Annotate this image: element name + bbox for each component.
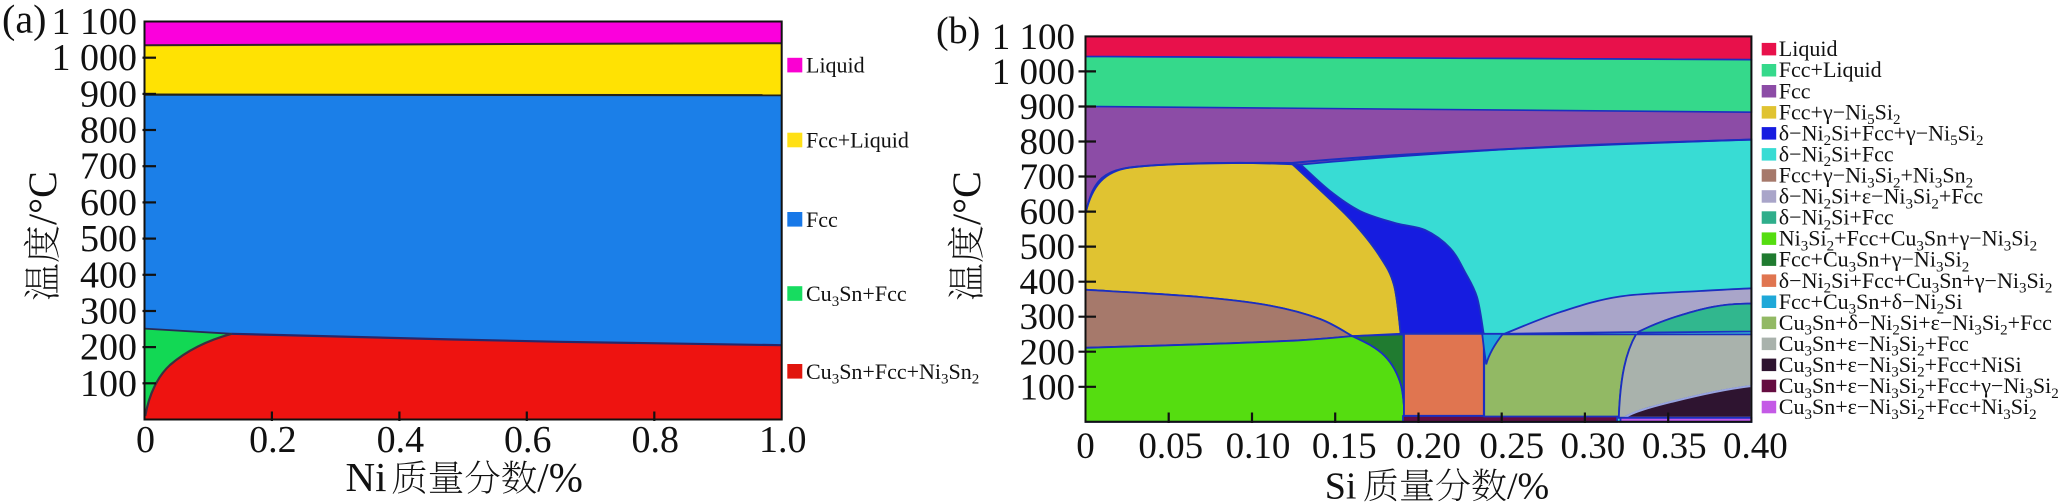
svg-text:/°C: /°C — [20, 171, 65, 225]
svg-text:/%: /% — [1507, 466, 1549, 504]
svg-text:400: 400 — [80, 254, 137, 296]
svg-text:0.4: 0.4 — [377, 419, 425, 461]
svg-text:0.10: 0.10 — [1226, 426, 1291, 467]
svg-text:Ni: Ni — [346, 454, 387, 500]
svg-text:700: 700 — [1020, 157, 1076, 198]
svg-text:100: 100 — [1020, 367, 1076, 408]
svg-text:0.6: 0.6 — [504, 419, 552, 461]
svg-text:1 100: 1 100 — [52, 1, 138, 43]
svg-text:600: 600 — [80, 182, 137, 224]
svg-text:0: 0 — [136, 419, 155, 461]
svg-text:Liquid: Liquid — [806, 53, 865, 78]
svg-text:Ni3​Si2​+Fcc+Cu3​Sn+γ−Ni3​Si2​: Ni3​Si2​+Fcc+Cu3​Sn+γ−Ni3​Si2​ — [1779, 226, 2037, 255]
svg-text:0.2: 0.2 — [249, 419, 297, 461]
svg-text:0.05: 0.05 — [1138, 426, 1203, 467]
svg-text:700: 700 — [80, 146, 137, 188]
svg-text:500: 500 — [1020, 227, 1076, 268]
svg-text:Si: Si — [1325, 466, 1357, 504]
svg-text:600: 600 — [1020, 192, 1076, 233]
svg-text:0.15: 0.15 — [1312, 426, 1377, 467]
svg-text:Liquid: Liquid — [1779, 36, 1838, 61]
svg-text:800: 800 — [1020, 122, 1076, 163]
svg-text:/°C: /°C — [944, 171, 989, 225]
svg-text:200: 200 — [80, 327, 137, 369]
svg-text:900: 900 — [1020, 87, 1076, 128]
svg-text:1 000: 1 000 — [52, 37, 138, 79]
svg-text:(a): (a) — [2, 0, 46, 41]
svg-text:/%: /% — [537, 454, 583, 500]
svg-text:Cu3​Sn+ε−Ni3​Si2​+Fcc+NiSi: Cu3​Sn+ε−Ni3​Si2​+Fcc+NiSi — [1779, 352, 2022, 381]
svg-text:0.20: 0.20 — [1396, 426, 1461, 467]
svg-text:(b): (b) — [936, 10, 980, 52]
svg-text:δ−Ni2​Si+ε−Ni3​Si2​+Fcc: δ−Ni2​Si+ε−Ni3​Si2​+Fcc — [1779, 184, 1983, 213]
svg-text:1 100: 1 100 — [992, 17, 1075, 58]
svg-text:0: 0 — [1076, 426, 1095, 467]
svg-text:Fcc+Cu3​Sn+δ−Ni2​Si: Fcc+Cu3​Sn+δ−Ni2​Si — [1779, 289, 1963, 318]
svg-text:500: 500 — [80, 218, 137, 260]
svg-text:200: 200 — [1020, 332, 1076, 373]
svg-text:300: 300 — [1020, 297, 1076, 338]
svg-text:0.30: 0.30 — [1561, 426, 1626, 467]
svg-text:300: 300 — [80, 290, 137, 332]
svg-text:900: 900 — [80, 73, 137, 115]
svg-text:1 000: 1 000 — [992, 52, 1075, 93]
svg-text:0.25: 0.25 — [1479, 426, 1544, 467]
svg-text:0.40: 0.40 — [1723, 426, 1788, 467]
svg-text:400: 400 — [1020, 262, 1076, 303]
svg-text:Fcc+Liquid: Fcc+Liquid — [806, 128, 909, 153]
svg-text:Fcc+Liquid: Fcc+Liquid — [1779, 57, 1882, 82]
svg-text:δ−Ni2​Si+Fcc+γ−Ni5​Si2​: δ−Ni2​Si+Fcc+γ−Ni5​Si2​ — [1779, 120, 1984, 149]
svg-text:δ−Ni2​Si+Fcc: δ−Ni2​Si+Fcc — [1779, 141, 1894, 170]
svg-text:Cu3​Sn+Fcc: Cu3​Sn+Fcc — [806, 281, 907, 310]
svg-text:Cu3​Sn+ε−Ni3​Si2​+Fcc+Ni3​Si2​: Cu3​Sn+ε−Ni3​Si2​+Fcc+Ni3​Si2​ — [1779, 394, 2037, 423]
svg-text:Fcc+γ−Ni5​Si2​: Fcc+γ−Ni5​Si2​ — [1779, 99, 1901, 128]
svg-text:100: 100 — [80, 363, 137, 405]
svg-text:1.0: 1.0 — [759, 419, 807, 461]
svg-text:δ−Ni2​Si+Fcc: δ−Ni2​Si+Fcc — [1779, 205, 1894, 234]
svg-text:Fcc: Fcc — [1779, 78, 1811, 103]
svg-text:Fcc: Fcc — [806, 207, 838, 232]
svg-text:0.35: 0.35 — [1642, 426, 1707, 467]
svg-text:800: 800 — [80, 110, 137, 152]
svg-text:0.8: 0.8 — [632, 419, 680, 461]
